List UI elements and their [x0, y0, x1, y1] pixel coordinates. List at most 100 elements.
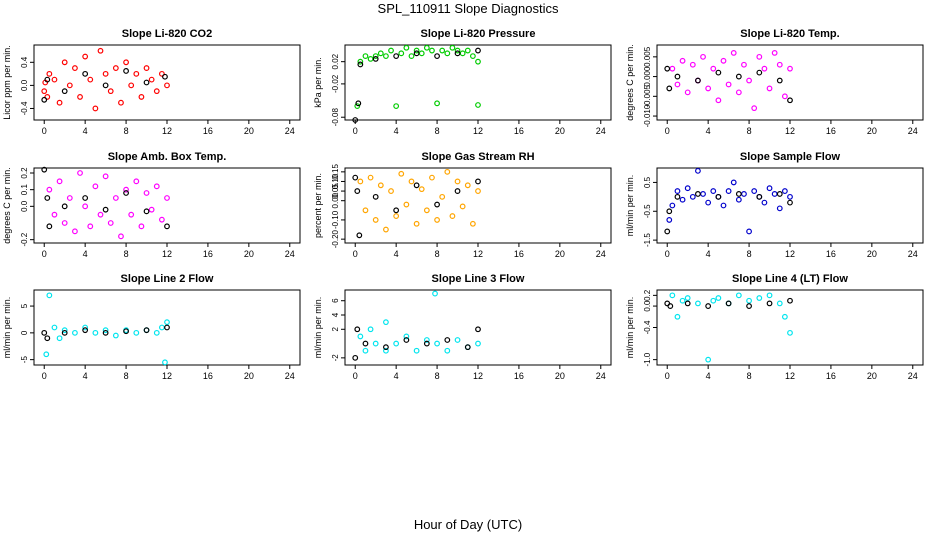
x-tick-label: 24 [596, 371, 606, 381]
data-point [403, 44, 410, 51]
data-point [138, 223, 145, 230]
x-tick-label: 16 [514, 371, 524, 381]
data-point [434, 217, 440, 223]
x-tick-label: 0 [42, 371, 47, 381]
reference-point [444, 337, 451, 343]
reference-point [464, 344, 471, 351]
y-tick-label: 0.2 [20, 167, 29, 179]
reference-point [61, 329, 68, 336]
data-point [87, 223, 94, 230]
x-tick-label: 20 [555, 249, 565, 259]
y-axis-label: ml/min per min. [625, 175, 635, 237]
data-point [51, 211, 58, 218]
y-tick-label: 0.00 [331, 192, 340, 208]
data-point [423, 207, 430, 214]
data-point [398, 50, 405, 57]
y-tick-label: 0.15 [331, 164, 340, 180]
data-point [689, 193, 696, 200]
data-point [432, 290, 438, 297]
data-point [82, 203, 89, 210]
data-point [92, 183, 99, 190]
reference-point [102, 206, 109, 213]
reference-point [664, 65, 671, 72]
reference-point [756, 69, 763, 76]
y-tick-label: 0.4 [20, 56, 29, 68]
data-point [464, 182, 471, 189]
x-tick-label: 16 [826, 249, 836, 259]
x-tick-label: 4 [706, 371, 711, 381]
data-point [383, 53, 389, 60]
data-point [92, 329, 99, 336]
reference-point [41, 166, 48, 173]
data-point [413, 220, 420, 227]
x-tick-label: 24 [596, 249, 606, 259]
x-tick-label: 20 [867, 126, 877, 136]
data-point [372, 53, 379, 60]
data-point [730, 49, 737, 56]
x-tick-label: 0 [665, 249, 670, 259]
x-tick-label: 12 [785, 249, 795, 259]
data-point [56, 99, 63, 106]
x-tick-label: 20 [244, 249, 254, 259]
reference-point [164, 223, 170, 230]
y-tick-label: -0.08 [331, 108, 340, 127]
reference-point [355, 100, 362, 107]
data-point [684, 185, 691, 192]
reference-point [403, 337, 410, 343]
y-tick-label: -0.005 [643, 84, 652, 107]
data-point [383, 226, 389, 233]
data-point [51, 324, 58, 331]
data-point [746, 77, 752, 84]
reference-point [352, 354, 359, 361]
y-axis-label: percent per min. [313, 173, 323, 238]
x-tick-label: 8 [435, 126, 440, 136]
data-point [143, 65, 150, 71]
plot-frame [33, 167, 301, 244]
data-point [669, 292, 676, 299]
data-point [679, 196, 686, 203]
data-point [705, 85, 712, 92]
y-tick-label: -5 [20, 356, 29, 364]
x-tick-label: 16 [514, 126, 524, 136]
panel-title: Slope Line 4 (LT) Flow [732, 273, 848, 285]
x-tick-label: 0 [353, 371, 358, 381]
y-tick-label: -0.2 [20, 232, 29, 246]
data-point [66, 82, 73, 89]
data-point [148, 76, 155, 83]
x-axis-label: Hour of Day (UTC) [413, 517, 523, 532]
reference-point [354, 326, 361, 333]
data-point [700, 191, 706, 197]
x-tick-label: 4 [394, 371, 399, 381]
reference-point [372, 55, 379, 62]
x-tick-label: 4 [706, 126, 711, 136]
data-point [118, 233, 124, 240]
x-tick-label: 20 [867, 249, 877, 259]
x-tick-label: 8 [124, 249, 129, 259]
data-point [469, 220, 476, 227]
scatter-panel-7: Slope Line 2 Flow ml/min per min. 0 4 8 12 16 2… [2, 273, 301, 381]
data-point [720, 57, 727, 64]
data-point [72, 228, 78, 235]
data-point [128, 82, 135, 89]
data-point [475, 102, 481, 108]
reference-point [356, 232, 363, 239]
reference-point [666, 85, 673, 92]
x-tick-label: 0 [42, 249, 47, 259]
panel-title: Slope Sample Flow [740, 151, 841, 163]
data-point [123, 186, 129, 193]
data-point [776, 61, 783, 68]
data-point [408, 178, 415, 185]
data-point [746, 297, 752, 304]
data-point [357, 178, 364, 185]
data-point [710, 65, 717, 72]
x-tick-label: 16 [514, 249, 524, 259]
x-tick-label: 16 [203, 249, 213, 259]
data-point [418, 50, 425, 57]
x-tick-label: 8 [747, 126, 752, 136]
reference-point [434, 53, 440, 60]
reference-point [454, 50, 461, 57]
y-tick-label: 0.05 [331, 183, 340, 199]
data-point [133, 178, 140, 185]
data-point [475, 58, 481, 65]
